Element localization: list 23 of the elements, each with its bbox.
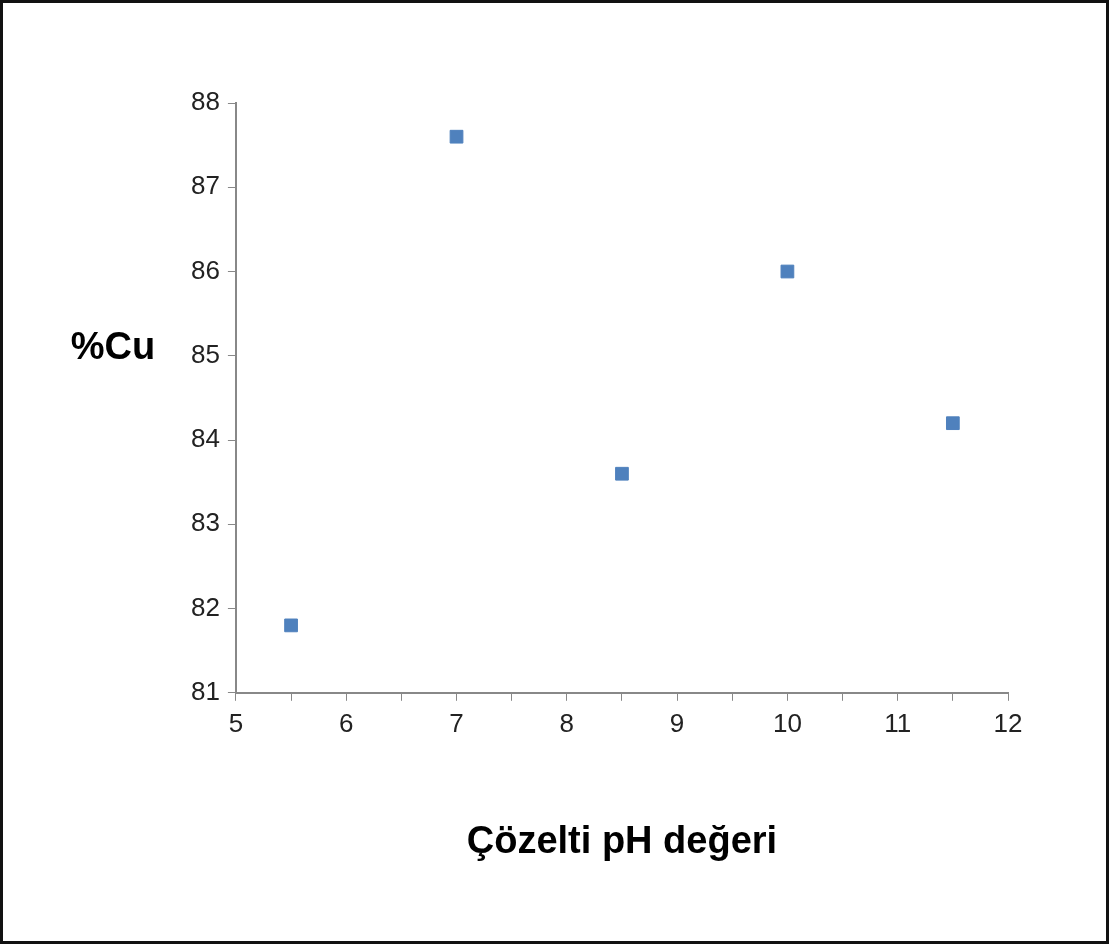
y-tick-label: 85	[191, 338, 220, 369]
y-axis-title: %Cu	[70, 325, 156, 368]
x-tick-label: 10	[772, 707, 802, 738]
x-tick-label: 12	[993, 707, 1023, 738]
point	[615, 466, 629, 481]
y-tick-label: 84	[191, 423, 220, 454]
y-tick-label: 86	[191, 254, 220, 285]
y-tick-label: 82	[191, 591, 220, 622]
point	[945, 416, 960, 431]
point	[284, 618, 298, 633]
point	[780, 264, 795, 279]
y-tick-label: 81	[191, 675, 220, 706]
x-tick-label: 11	[884, 707, 912, 738]
x-tick-label: 5	[228, 707, 244, 738]
x-tick-label: 8	[559, 707, 575, 738]
x-axis-title: Çözelti pH değeri	[466, 819, 778, 862]
point	[449, 129, 464, 144]
x-tick-label: 9	[669, 707, 685, 738]
y-tick-label: 83	[191, 507, 220, 538]
x-tick-label: 7	[449, 707, 464, 738]
x-tick-label: 6	[338, 707, 354, 738]
y-tick-label: 87	[191, 170, 220, 201]
y-tick-label: 88	[191, 86, 220, 117]
